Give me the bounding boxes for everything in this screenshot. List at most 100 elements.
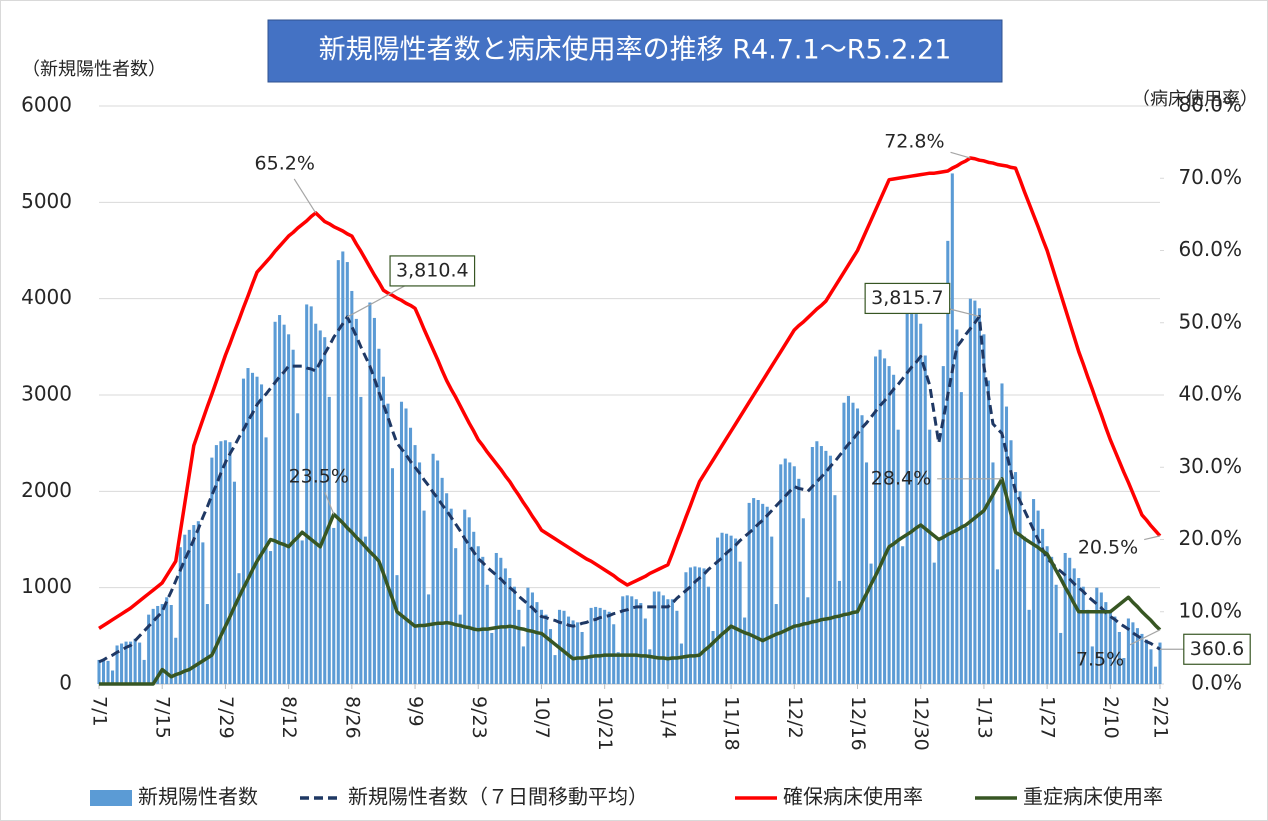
bar: [964, 526, 968, 684]
bar: [160, 604, 164, 684]
bar: [133, 638, 137, 684]
bar: [991, 462, 995, 684]
x-tick-label: 11/18: [721, 696, 743, 751]
bar: [679, 643, 683, 684]
bar: [801, 518, 805, 684]
y2-tick-label: 50.0%: [1178, 309, 1242, 333]
y2-tick-label: 10.0%: [1178, 598, 1242, 622]
bar: [878, 349, 882, 684]
bar: [544, 614, 548, 684]
bar: [887, 366, 891, 684]
bar: [512, 586, 516, 684]
bar: [824, 450, 828, 684]
bar: [806, 597, 810, 684]
y-tick-label: 3000: [21, 382, 72, 406]
bar: [598, 607, 602, 684]
bar: [381, 376, 385, 684]
bar: [729, 535, 733, 684]
y2-tick-label: 70.0%: [1178, 165, 1242, 189]
bar: [124, 641, 128, 684]
bar: [1117, 631, 1121, 684]
bar: [1099, 592, 1103, 684]
bar: [404, 408, 408, 684]
title-box: [267, 19, 1003, 83]
data-label: 360.6: [1190, 638, 1244, 660]
x-tick-label: 2/10: [1100, 696, 1122, 739]
bar: [174, 637, 178, 684]
x-tick-label: 9/9: [405, 696, 427, 727]
bar: [684, 572, 688, 684]
data-label: 28.4%: [871, 467, 931, 489]
bar: [210, 457, 214, 684]
data-label: 7.5%: [1076, 648, 1124, 670]
bar: [1149, 649, 1153, 684]
bar: [756, 500, 760, 684]
line-series: [98, 156, 1162, 630]
legend-item: 確保病床使用率: [735, 785, 923, 809]
bar: [485, 584, 489, 684]
bar: [955, 329, 959, 684]
bar: [697, 567, 702, 684]
bar: [1045, 546, 1049, 684]
bar: [716, 537, 720, 684]
bar: [639, 603, 643, 684]
bar: [842, 402, 846, 684]
bar: [499, 557, 503, 684]
label-box: [389, 255, 476, 287]
y2-axis-label: （病床使用率）: [1132, 89, 1258, 110]
bar: [165, 597, 169, 684]
bar: [819, 446, 823, 684]
bar: [869, 563, 873, 684]
bar: [941, 366, 945, 684]
bar: [797, 478, 801, 684]
bar: [765, 506, 769, 684]
bar: [413, 445, 417, 684]
bar: [607, 611, 611, 684]
bar: [458, 614, 462, 684]
bar: [408, 427, 413, 684]
bar: [463, 509, 467, 684]
bar: [747, 502, 751, 684]
bar: [445, 493, 449, 684]
bar: [1135, 628, 1139, 684]
bar: [399, 401, 404, 684]
bar: [1018, 491, 1022, 684]
bar: [1086, 609, 1090, 684]
bar: [792, 466, 796, 684]
bar: [327, 396, 331, 684]
bar: [255, 376, 259, 684]
bar: [968, 298, 972, 684]
bar: [142, 659, 146, 684]
y2-tick-label: 0.0%: [1191, 671, 1242, 695]
bar: [589, 607, 593, 684]
bar: [214, 445, 218, 684]
bar: [427, 594, 431, 684]
bar: [521, 646, 525, 684]
bar: [603, 609, 607, 684]
bar: [1131, 622, 1135, 684]
bar: [115, 645, 119, 684]
bar: [648, 649, 652, 684]
bar: [232, 481, 236, 684]
bar: [1077, 578, 1081, 684]
bar: [752, 498, 756, 684]
bar: [810, 447, 814, 684]
bar: [169, 605, 173, 684]
bar: [269, 551, 273, 684]
bar: [219, 441, 223, 684]
bar: [1126, 618, 1130, 684]
bar: [472, 531, 476, 684]
bar: [919, 323, 923, 684]
bar: [973, 300, 977, 684]
bar: [336, 260, 340, 684]
bar: [363, 536, 367, 684]
leader-line: [949, 308, 980, 318]
bar: [106, 660, 110, 684]
bar: [246, 368, 250, 684]
x-tick-label: 12/2: [784, 696, 806, 739]
bar: [657, 591, 661, 684]
bar: [977, 308, 981, 684]
bar: [250, 372, 255, 684]
bar: [688, 567, 692, 684]
